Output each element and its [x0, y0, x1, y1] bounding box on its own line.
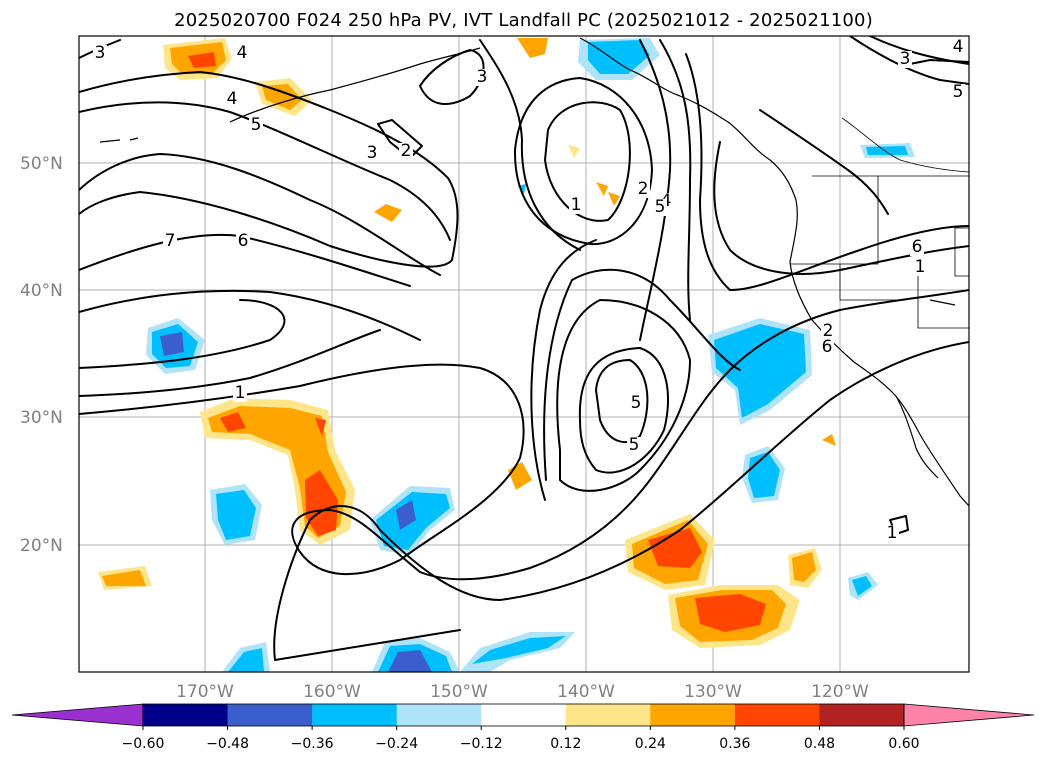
political-borders — [790, 117, 969, 329]
contour-label-bg — [233, 385, 247, 402]
colorbar-segment — [819, 704, 905, 726]
colorbar-segment — [565, 704, 651, 726]
colorbar-tick-label: −0.36 — [291, 736, 334, 752]
contour-label: 7 — [165, 231, 176, 251]
contour-label: 6 — [238, 231, 249, 251]
contour-label: 1 — [235, 383, 246, 403]
contour-label-bg — [910, 239, 924, 256]
lon-label-130w: 130°W — [684, 682, 742, 702]
contour-label-bg — [249, 117, 263, 134]
lon-label-160w: 160°W — [303, 682, 361, 702]
contour-label: 1 — [887, 523, 898, 543]
contour-label-bg — [820, 339, 834, 356]
lon-label-150w: 150°W — [430, 682, 488, 702]
contour-label: 5 — [631, 393, 642, 413]
colorbar-segment — [312, 704, 398, 726]
colorbar-tick-label: −0.12 — [460, 736, 503, 752]
contour-label: 4 — [227, 89, 238, 109]
colorbar-segment — [481, 704, 567, 726]
pv-contours — [79, 36, 969, 661]
lon-label-170w: 170°W — [176, 682, 234, 702]
colorbar-segment — [227, 704, 313, 726]
lat-label-30n: 30°N — [20, 408, 63, 428]
colorbar-extend-low — [11, 703, 144, 727]
colorbar-tick-label: −0.48 — [206, 736, 249, 752]
map-frame — [78, 35, 970, 673]
coastlines — [99, 37, 969, 507]
map-title: 2025020700 F024 250 hPa PV, IVT Landfall… — [174, 10, 873, 31]
colorbar: −0.60 −0.48 −0.36 −0.24 −0.12 0.12 0.24 0.36 0.4… — [11, 703, 1035, 752]
lat-label-20n: 20°N — [20, 536, 63, 556]
contour-label: 3 — [367, 143, 378, 163]
contour-label: 2 — [401, 141, 412, 161]
contour-label-bg — [225, 91, 239, 108]
contour-label-bg — [885, 525, 899, 542]
contour-label-bg — [163, 233, 177, 250]
contour-label-bg — [475, 69, 489, 86]
contour-label: 5 — [953, 82, 964, 102]
contour-label: 2 — [823, 321, 834, 341]
contour-label: 5 — [251, 115, 262, 135]
lon-label-120w: 120°W — [811, 682, 869, 702]
contour-label-bg — [627, 437, 641, 454]
contour-label: 1 — [915, 257, 926, 277]
colorbar-segment — [143, 704, 229, 726]
contour-label-bg — [93, 45, 107, 62]
colorbar-segment — [650, 704, 736, 726]
colorbar-frame — [142, 703, 905, 727]
contour-label: 1 — [571, 195, 582, 215]
colorbar-tick-label: 0.36 — [719, 736, 750, 752]
colorbar-segment — [396, 704, 482, 726]
contour-labels: 3445323761124566532651451 — [93, 37, 965, 543]
contour-label: 2 — [638, 179, 649, 199]
contour-label: 4 — [237, 43, 248, 63]
colorbar-tick-label: 0.24 — [635, 736, 666, 752]
contour-label-bg — [913, 259, 927, 276]
contour-label-bg — [951, 84, 965, 101]
contour-label-bg — [629, 395, 643, 412]
colorbar-tick-label: −0.24 — [375, 736, 418, 752]
lat-label-40n: 40°N — [20, 281, 63, 301]
contour-label-bg — [951, 39, 965, 56]
contour-label: 3 — [900, 49, 911, 69]
contour-label-bg — [365, 145, 379, 162]
lon-label-140w: 140°W — [557, 682, 615, 702]
colorbar-tick-label: 0.60 — [888, 736, 919, 752]
contour-label: 3 — [95, 43, 106, 63]
colorbar-extend-high — [903, 703, 1035, 727]
contour-label-bg — [821, 323, 835, 340]
contour-label: 6 — [912, 237, 923, 257]
colorbar-segment — [734, 704, 820, 726]
contour-label: 6 — [822, 337, 833, 357]
ivt-shading — [98, 38, 915, 672]
contour-label: 3 — [477, 67, 488, 87]
colorbar-tick-label: 0.12 — [550, 736, 581, 752]
gridlines — [79, 36, 969, 672]
contour-label-bg — [236, 233, 250, 250]
lat-label-50n: 50°N — [20, 154, 63, 174]
colorbar-tick-label: −0.60 — [122, 736, 165, 752]
contour-label-bg — [399, 143, 413, 160]
colorbar-tick-label: 0.48 — [804, 736, 835, 752]
contour-label: 4 — [953, 37, 964, 57]
contour-label-bg — [653, 199, 667, 216]
contour-label-bg — [235, 45, 249, 62]
contour-label-bg — [569, 197, 583, 214]
contour-label-bg — [898, 51, 912, 68]
contour-label: 5 — [655, 197, 666, 217]
contour-label-bg — [636, 181, 650, 198]
contour-label: 5 — [629, 435, 640, 455]
